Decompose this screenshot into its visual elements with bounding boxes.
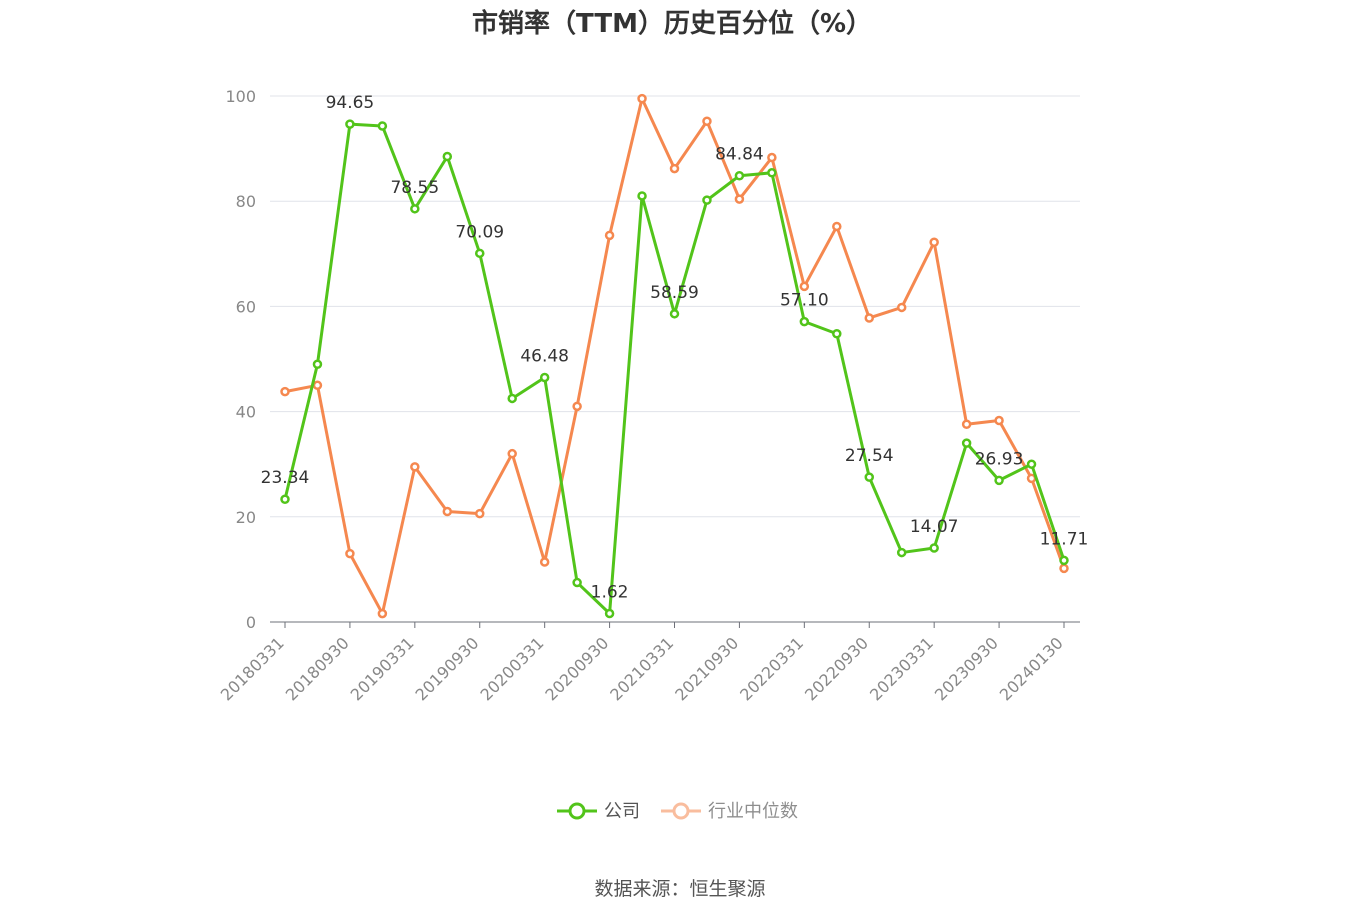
x-tick-label: 20210930 — [671, 633, 742, 704]
data-label: 14.07 — [910, 517, 959, 537]
data-point[interactable] — [572, 577, 582, 588]
x-tick-label: 20210331 — [606, 633, 677, 704]
grid — [270, 95, 1080, 518]
data-point[interactable] — [994, 475, 1004, 486]
legend-marker-industry — [672, 802, 690, 820]
legend-label-industry: 行业中位数 — [708, 801, 798, 822]
data-point[interactable] — [604, 230, 615, 241]
data-point[interactable] — [572, 401, 582, 412]
data-point[interactable] — [312, 359, 323, 370]
x-tick-label: 20190331 — [347, 633, 418, 704]
data-point[interactable] — [442, 151, 453, 162]
legend-marker-company — [568, 802, 586, 820]
data-point[interactable] — [961, 419, 972, 429]
data-point[interactable] — [702, 195, 712, 205]
data-label: 94.65 — [326, 93, 375, 113]
series-1 — [280, 93, 1069, 619]
series-0 — [280, 119, 1069, 619]
data-point[interactable] — [702, 116, 712, 126]
x-tick-label: 20180930 — [282, 633, 353, 704]
data-point[interactable] — [832, 329, 842, 339]
data-point[interactable] — [864, 472, 874, 482]
data-point[interactable] — [1026, 459, 1037, 469]
data-point[interactable] — [410, 204, 420, 214]
data-label: 1.62 — [591, 582, 629, 602]
data-point[interactable] — [475, 248, 485, 259]
y-tick-label: 40 — [236, 403, 256, 422]
data-point[interactable] — [604, 608, 615, 619]
data-point[interactable] — [929, 237, 939, 247]
data-point[interactable] — [961, 438, 972, 448]
y-tick-label: 80 — [236, 192, 256, 211]
data-point[interactable] — [799, 281, 810, 292]
data-point[interactable] — [799, 316, 810, 327]
data-point[interactable] — [669, 163, 680, 174]
data-point[interactable] — [507, 393, 517, 404]
data-point[interactable] — [345, 548, 355, 559]
y-tick-label: 100 — [225, 87, 256, 106]
legend-item-company[interactable]: 公司 — [557, 801, 640, 822]
data-point[interactable] — [377, 608, 388, 619]
data-point[interactable] — [539, 372, 550, 383]
chart-title: 市销率（TTM）历史百分位（%） — [472, 8, 872, 39]
data-point[interactable] — [442, 506, 453, 517]
data-point[interactable] — [312, 380, 323, 391]
data-point[interactable] — [994, 415, 1004, 426]
data-point[interactable] — [669, 309, 680, 319]
data-point[interactable] — [767, 168, 777, 178]
legend-label-company: 公司 — [604, 801, 640, 822]
data-label: 26.93 — [975, 449, 1024, 469]
x-axis: 2018033120180930201903312019093020200331… — [217, 621, 1080, 704]
y-tick-label: 20 — [236, 508, 256, 527]
x-tick-label: 20200930 — [541, 633, 612, 704]
data-source-note: 数据来源：恒生聚源 — [594, 878, 765, 900]
data-point[interactable] — [637, 93, 647, 104]
x-tick-label: 20240130 — [996, 633, 1067, 704]
data-point[interactable] — [832, 221, 842, 232]
data-label: 11.71 — [1040, 529, 1089, 549]
data-label: 57.10 — [780, 291, 829, 311]
data-point[interactable] — [280, 386, 290, 397]
x-tick-label: 20220930 — [801, 633, 872, 704]
data-point[interactable] — [1059, 555, 1069, 566]
data-point[interactable] — [767, 152, 777, 163]
data-label: 46.48 — [520, 347, 569, 367]
x-tick-label: 20230331 — [866, 633, 937, 704]
data-point[interactable] — [1059, 563, 1069, 574]
data-label: 70.09 — [455, 222, 504, 242]
data-point[interactable] — [410, 462, 420, 472]
x-tick-label: 20220331 — [736, 633, 807, 704]
data-point[interactable] — [345, 119, 355, 129]
y-tick-label: 0 — [246, 613, 256, 632]
data-point[interactable] — [280, 494, 290, 504]
data-point[interactable] — [929, 543, 939, 553]
data-label: 23.34 — [261, 468, 310, 488]
data-point[interactable] — [734, 170, 745, 181]
data-point[interactable] — [864, 313, 874, 323]
y-axis: 0 20 40 60 80 100 — [225, 87, 256, 632]
data-point[interactable] — [637, 191, 647, 201]
x-tick-label: 20230930 — [931, 633, 1002, 704]
x-tick-label: 20200331 — [476, 633, 547, 704]
data-point[interactable] — [507, 448, 517, 459]
data-label: 78.55 — [390, 178, 439, 198]
data-point[interactable] — [734, 194, 745, 204]
data-point[interactable] — [377, 121, 388, 131]
data-point[interactable] — [896, 547, 907, 558]
legend: 公司 行业中位数 — [557, 801, 798, 822]
data-point[interactable] — [475, 508, 485, 519]
data-label: 84.84 — [715, 145, 764, 165]
data-label: 58.59 — [650, 283, 699, 303]
data-point[interactable] — [539, 557, 550, 567]
x-tick-label: 20180331 — [217, 633, 288, 704]
legend-item-industry[interactable]: 行业中位数 — [661, 801, 798, 822]
y-tick-label: 60 — [236, 297, 256, 316]
plot-series — [280, 93, 1069, 619]
x-tick-label: 20190930 — [412, 633, 483, 704]
data-label: 27.54 — [845, 446, 894, 466]
data-point[interactable] — [896, 302, 907, 313]
data-labels: 23.34 94.65 78.55 70.09 46.48 1.62 58.59 84.84 5… — [261, 93, 1089, 602]
